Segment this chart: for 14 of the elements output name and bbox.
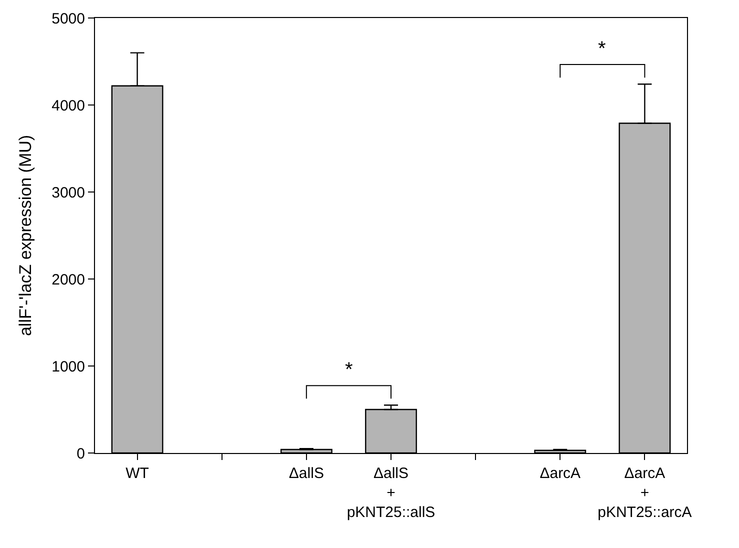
- annotation: *: [598, 38, 606, 60]
- y-axis-title: allF'-'lacZ expression (MU): [16, 134, 36, 336]
- x-tick-label: ΔarcA: [540, 465, 581, 482]
- y-tick-label: 4000: [52, 97, 85, 114]
- y-tick-label: 5000: [52, 10, 85, 28]
- x-tick-label: ΔallS: [288, 465, 324, 482]
- y-tick-label: 1000: [52, 358, 85, 376]
- annotation: *: [345, 359, 353, 381]
- y-tick-label: 2000: [52, 271, 85, 288]
- x-tick-label: WT: [126, 465, 149, 482]
- x-tick-label: ΔallS + pKNT25::allS: [346, 465, 436, 521]
- x-tick-label: ΔarcA + pKNT25::arcA: [598, 465, 692, 521]
- y-tick-label: 0: [76, 445, 85, 462]
- y-tick-label: 3000: [52, 184, 85, 202]
